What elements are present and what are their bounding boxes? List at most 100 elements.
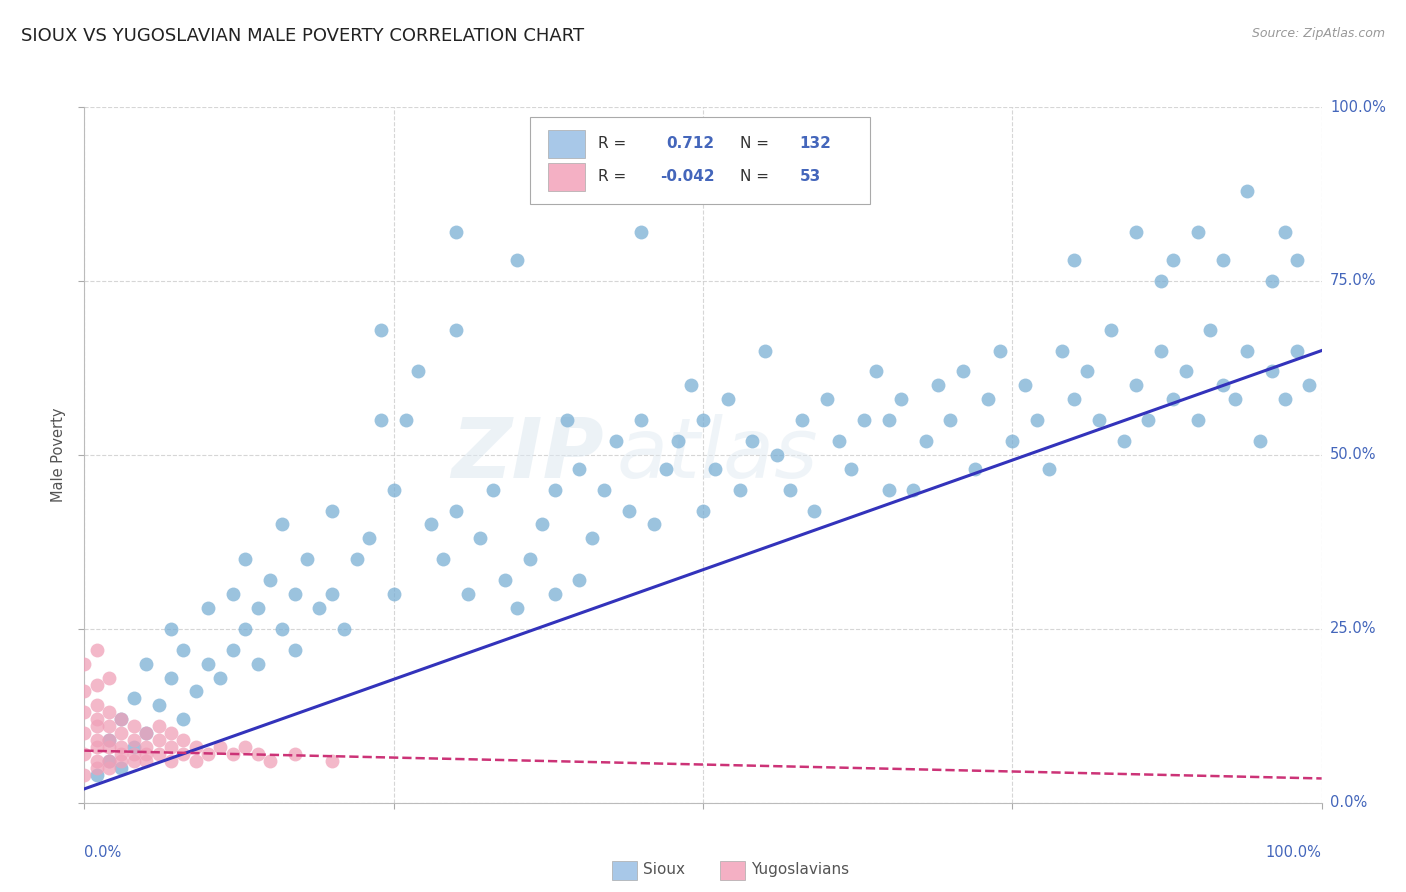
Point [98, 761, 121, 775]
Point [779, 483, 801, 497]
Point [148, 733, 170, 747]
Point [679, 378, 702, 392]
Point [457, 587, 479, 601]
Point [73, 768, 96, 782]
Text: SIOUX VS YUGOSLAVIAN MALE POVERTY CORRELATION CHART: SIOUX VS YUGOSLAVIAN MALE POVERTY CORREL… [21, 27, 585, 45]
Point [184, 754, 207, 768]
Point [728, 483, 751, 497]
Point [86, 698, 108, 713]
Point [357, 532, 380, 546]
Text: 132: 132 [800, 136, 831, 152]
Text: 100.0%: 100.0% [1265, 845, 1322, 860]
Point [1099, 323, 1122, 337]
Point [1274, 392, 1296, 407]
Point [1298, 378, 1320, 392]
Point [370, 323, 392, 337]
Point [259, 754, 281, 768]
Point [160, 622, 183, 636]
Point [927, 378, 949, 392]
Point [976, 392, 998, 407]
Point [284, 642, 307, 657]
Point [630, 413, 652, 427]
Point [803, 503, 825, 517]
Point [1063, 253, 1085, 268]
Point [655, 462, 678, 476]
Point [815, 392, 838, 407]
Point [222, 587, 245, 601]
Point [841, 462, 863, 476]
Point [1125, 378, 1147, 392]
Point [73, 747, 96, 761]
Point [160, 740, 183, 755]
Point [209, 740, 232, 755]
Point [98, 754, 121, 768]
Point [122, 747, 145, 761]
Text: -0.042: -0.042 [659, 169, 714, 184]
Point [605, 434, 627, 448]
Point [506, 253, 529, 268]
Text: Yugoslavians: Yugoslavians [751, 863, 849, 877]
Point [877, 483, 900, 497]
Point [444, 503, 467, 517]
Point [86, 642, 108, 657]
Point [86, 677, 108, 691]
Point [308, 601, 330, 615]
Point [271, 517, 294, 532]
Text: Source: ZipAtlas.com: Source: ZipAtlas.com [1251, 27, 1385, 40]
Text: atlas: atlas [616, 415, 818, 495]
Point [1285, 343, 1308, 358]
Point [73, 706, 96, 720]
Point [172, 733, 194, 747]
Y-axis label: Male Poverty: Male Poverty [51, 408, 66, 502]
Point [382, 587, 405, 601]
Point [395, 413, 418, 427]
Point [295, 552, 318, 566]
Point [630, 225, 652, 239]
Text: R =: R = [598, 169, 626, 184]
Point [432, 552, 454, 566]
Point [110, 754, 132, 768]
Point [952, 364, 974, 378]
FancyBboxPatch shape [530, 118, 870, 204]
Point [1161, 253, 1184, 268]
Point [271, 622, 294, 636]
Point [470, 532, 492, 546]
Point [110, 712, 132, 726]
Point [110, 740, 132, 755]
Point [617, 503, 640, 517]
Point [122, 719, 145, 733]
Point [86, 733, 108, 747]
Point [1014, 378, 1036, 392]
Point [581, 532, 603, 546]
Point [197, 657, 219, 671]
Point [86, 719, 108, 733]
Point [988, 343, 1011, 358]
Point [382, 483, 405, 497]
Point [73, 726, 96, 740]
Point [184, 740, 207, 755]
Point [160, 671, 183, 685]
Point [1112, 434, 1135, 448]
Point [1001, 434, 1024, 448]
Point [1150, 343, 1173, 358]
Point [184, 684, 207, 698]
Point [543, 587, 565, 601]
Point [98, 733, 121, 747]
Point [914, 434, 936, 448]
Point [828, 434, 851, 448]
Text: 50.0%: 50.0% [1330, 448, 1376, 462]
Text: N =: N = [740, 136, 769, 152]
Point [1187, 225, 1209, 239]
Point [643, 517, 665, 532]
Point [222, 642, 245, 657]
Text: 0.0%: 0.0% [1330, 796, 1367, 810]
Point [555, 413, 578, 427]
Text: ZIP: ZIP [451, 415, 605, 495]
Point [197, 747, 219, 761]
Point [98, 671, 121, 685]
Point [1249, 434, 1271, 448]
Point [1261, 364, 1284, 378]
Point [321, 587, 343, 601]
Point [1026, 413, 1049, 427]
Point [346, 552, 368, 566]
